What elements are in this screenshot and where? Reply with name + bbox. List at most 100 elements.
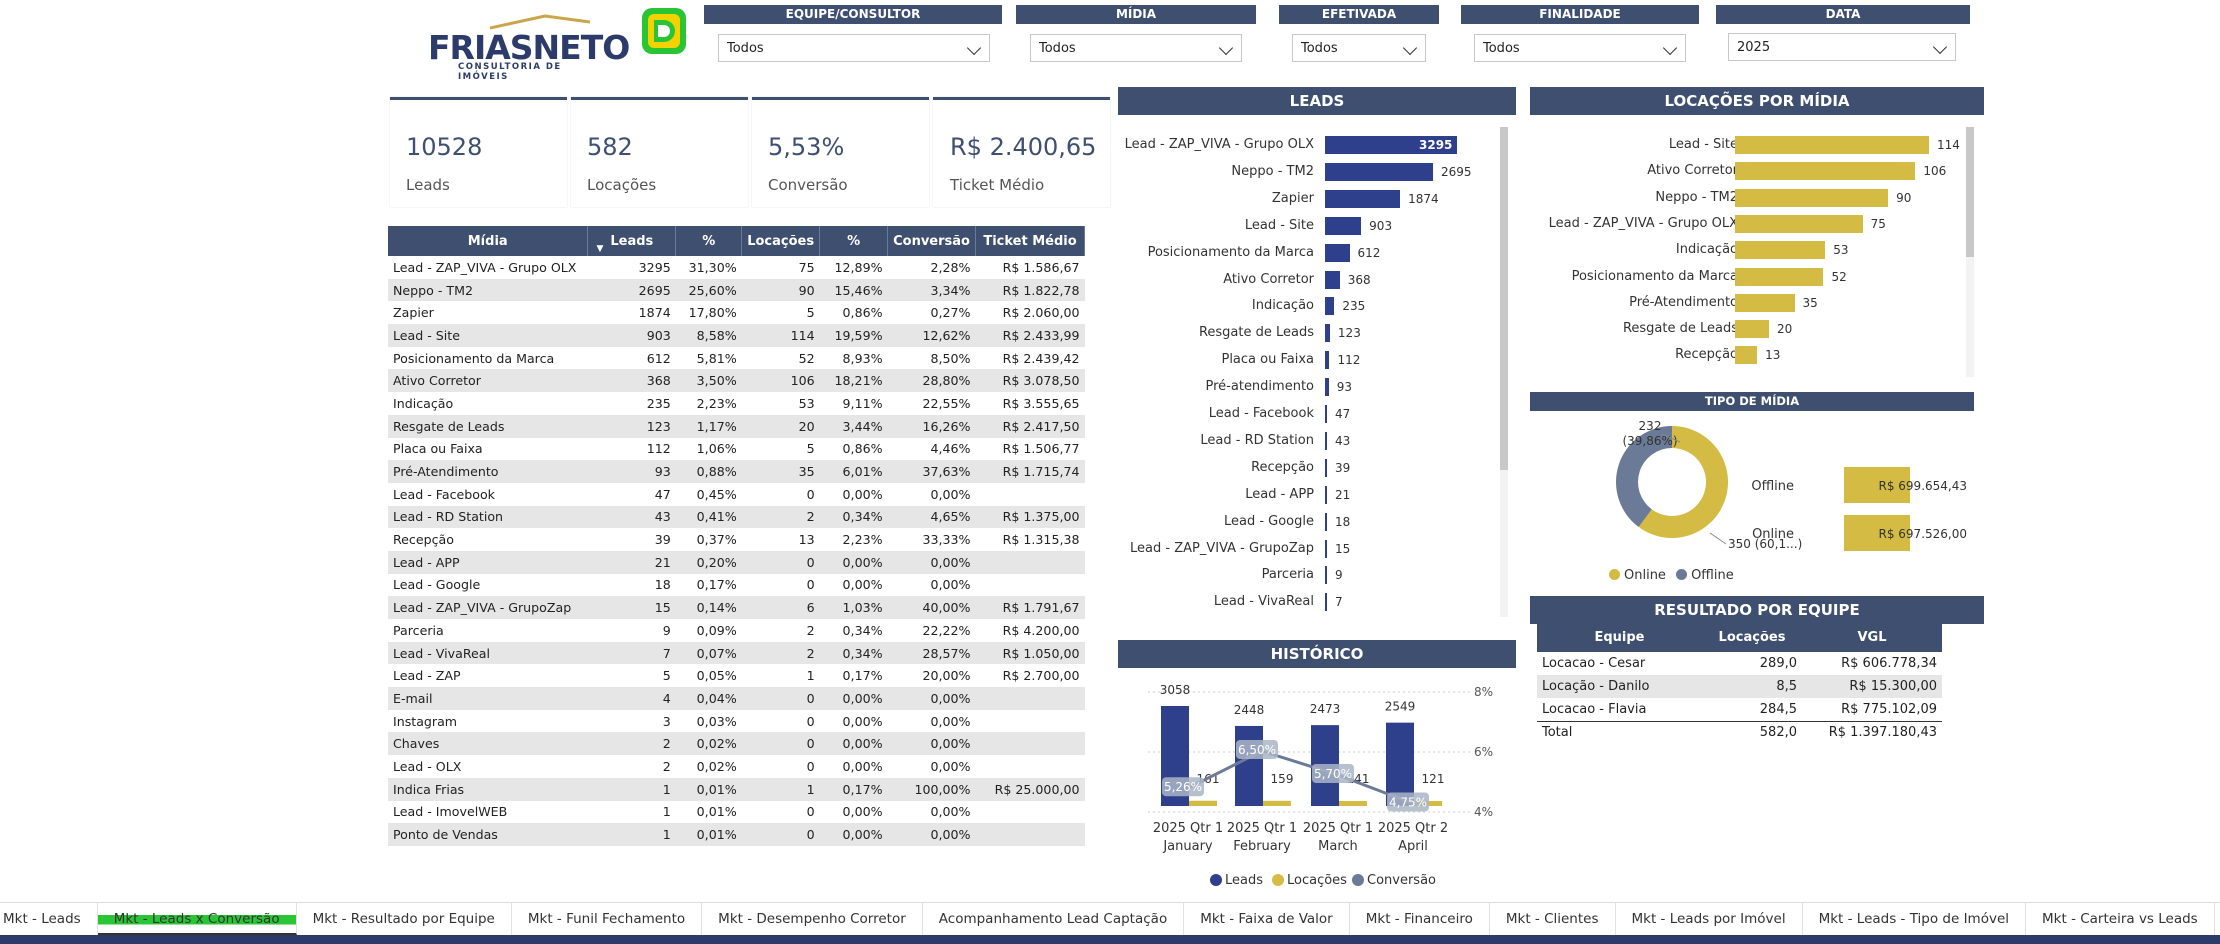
- bar[interactable]: [1325, 485, 1327, 504]
- table-row[interactable]: Lead - Google 18 0,17% 0 0,00% 0,00%: [388, 574, 1085, 597]
- legend-label-leads[interactable]: Leads: [1225, 873, 1263, 888]
- bar[interactable]: [1325, 539, 1327, 558]
- bar[interactable]: [1735, 136, 1929, 154]
- tab-mkt-faixa-de-valor[interactable]: Mkt - Faixa de Valor: [1184, 903, 1350, 935]
- table-row[interactable]: Parceria 9 0,09% 2 0,34% 22,22% R$ 4.200,00: [388, 619, 1085, 642]
- legend-label-locações[interactable]: Locações: [1287, 873, 1347, 888]
- tab-mkt-desempenho-corretor[interactable]: Mkt - Desempenho Corretor: [702, 903, 923, 935]
- table-row[interactable]: Lead - Site 903 8,58% 114 19,59% 12,62% R$ 2.4…: [388, 324, 1085, 347]
- bar[interactable]: [1325, 593, 1327, 612]
- table-row[interactable]: Pré-Atendimento 93 0,88% 35 6,01% 37,63% R$ 1.…: [388, 460, 1085, 483]
- table-row[interactable]: Neppo - TM2 2695 25,60% 90 15,46% 3,34% R$ 1.8…: [388, 278, 1085, 302]
- col-header-ticket-medio[interactable]: Ticket Médio: [975, 226, 1085, 256]
- col-header-leads[interactable]: Leads ▼: [587, 226, 677, 256]
- bar[interactable]: [1325, 351, 1330, 370]
- table-row[interactable]: Locacao - Flavia 284,5 R$ 775.102,09: [1537, 698, 1942, 722]
- line-conversao[interactable]: [1187, 749, 1414, 805]
- tab-mkt-leads-por-im-vel[interactable]: Mkt - Leads por Imóvel: [1616, 903, 1803, 935]
- bar-locacoes[interactable]: [1339, 801, 1367, 806]
- col-header-pct-locacoes[interactable]: %: [819, 226, 889, 256]
- table-row[interactable]: Instagram 3 0,03% 0 0,00% 0,00%: [388, 710, 1085, 733]
- bar[interactable]: [1325, 458, 1327, 477]
- col-header-vgl[interactable]: VGL: [1802, 622, 1942, 652]
- bar[interactable]: [1325, 378, 1329, 397]
- legend-item-offline[interactable]: Offline: [1676, 568, 1734, 583]
- tab-mkt-leads-x-convers-o[interactable]: Mkt - Leads x Conversão: [97, 903, 297, 935]
- bar[interactable]: [1735, 320, 1770, 339]
- legend-item-online[interactable]: Online: [1609, 568, 1666, 583]
- tab-mkt-resultado-por-equipe[interactable]: Mkt - Resultado por Equipe: [297, 903, 512, 935]
- tab-pre-leads[interactable]: Pre - Leads: [2215, 903, 2220, 935]
- bar-label: Lead - VivaReal: [1213, 594, 1314, 610]
- tab-mkt-carteira-vs-leads[interactable]: Mkt - Carteira vs Leads: [2026, 903, 2215, 935]
- bar[interactable]: [1325, 243, 1350, 262]
- bar[interactable]: [1325, 270, 1340, 289]
- col-header-conversao[interactable]: Conversão: [887, 226, 976, 256]
- locacoes-scrollbar-thumb[interactable]: [1966, 127, 1974, 257]
- table-row[interactable]: Indicação 235 2,23% 53 9,11% 22,55% R$ 3.555,6…: [388, 392, 1085, 415]
- table-row[interactable]: Ativo Corretor 368 3,50% 106 18,21% 28,80% R$ …: [388, 369, 1085, 393]
- donut-slice-online[interactable]: [1638, 426, 1728, 538]
- table-row[interactable]: Lead - ZAP 5 0,05% 1 0,17% 20,00% R$ 2.700,00: [388, 664, 1085, 687]
- bar[interactable]: [1735, 214, 1863, 233]
- tab-acompanhamento-lead-capta-o[interactable]: Acompanhamento Lead Captação: [923, 903, 1185, 935]
- bar[interactable]: [1735, 241, 1826, 260]
- donut-slice-offline[interactable]: [1616, 426, 1672, 528]
- midia-dropdown[interactable]: Todos: [1030, 34, 1242, 62]
- bar-leads[interactable]: [1235, 725, 1263, 806]
- bar[interactable]: [1735, 293, 1795, 312]
- tab-mkt-funil-fechamento[interactable]: Mkt - Funil Fechamento: [512, 903, 703, 935]
- bar-locacoes[interactable]: [1263, 800, 1291, 806]
- table-row[interactable]: Lead - APP 21 0,20% 0 0,00% 0,00%: [388, 550, 1085, 574]
- bar[interactable]: [1325, 189, 1401, 208]
- data-dropdown[interactable]: 2025: [1728, 33, 1956, 61]
- tab-mkt-leads[interactable]: Mkt - Leads: [0, 903, 98, 935]
- tab-mkt-leads-tipo-de-im-vel[interactable]: Mkt - Leads - Tipo de Imóvel: [1803, 903, 2027, 935]
- table-row[interactable]: Locacao - Cesar 289,0 R$ 606.778,34: [1537, 652, 1942, 675]
- bar[interactable]: [1735, 346, 1758, 365]
- bar[interactable]: [1735, 267, 1824, 286]
- bar[interactable]: [1325, 431, 1327, 450]
- legend-label-conversão[interactable]: Conversão: [1367, 873, 1436, 888]
- table-row[interactable]: Placa ou Faixa 112 1,06% 5 0,86% 4,46% R$ 1.50…: [388, 438, 1085, 461]
- table-row[interactable]: Ponto de Vendas 1 0,01% 0 0,00% 0,00%: [388, 823, 1085, 846]
- col-header-midia[interactable]: Mídia: [388, 226, 589, 256]
- table-row[interactable]: E-mail 4 0,04% 0 0,00% 0,00%: [388, 687, 1085, 710]
- table-row[interactable]: Lead - OLX 2 0,02% 0 0,00% 0,00%: [388, 755, 1085, 778]
- bar-locacoes[interactable]: [1189, 800, 1217, 806]
- table-row[interactable]: Chaves 2 0,02% 0 0,00% 0,00%: [388, 732, 1085, 756]
- efetivada-dropdown[interactable]: Todos: [1292, 34, 1426, 62]
- table-row[interactable]: Resgate de Leads 123 1,17% 20 3,44% 16,26% R$ …: [388, 414, 1085, 438]
- col-header-pct-leads[interactable]: %: [675, 226, 743, 256]
- bar[interactable]: [1325, 324, 1330, 343]
- table-row[interactable]: Recepção 39 0,37% 13 2,23% 33,33% R$ 1.315,38: [388, 528, 1085, 551]
- table-row[interactable]: Indica Frias 1 0,01% 1 0,17% 100,00% R$ 25.000…: [388, 777, 1085, 801]
- table-row[interactable]: Lead - RD Station 43 0,41% 2 0,34% 4,65% R$ 1.…: [388, 505, 1085, 529]
- table-row[interactable]: Lead - ZAP_VIVA - Grupo OLX 3295 31,30% 75 1…: [388, 256, 1085, 279]
- tab-mkt-clientes[interactable]: Mkt - Clientes: [1490, 903, 1616, 935]
- col-header-locacoes[interactable]: Locações: [1702, 622, 1802, 652]
- bar-leads[interactable]: [1386, 722, 1414, 806]
- col-header-equipe[interactable]: Equipe: [1537, 622, 1702, 652]
- table-row[interactable]: Zapier 1874 17,80% 5 0,86% 0,27% R$ 2.060,00: [388, 301, 1085, 324]
- bar[interactable]: [1325, 405, 1327, 423]
- bar[interactable]: [1325, 512, 1327, 531]
- table-row[interactable]: Lead - VivaReal 7 0,07% 2 0,34% 28,57% R$ 1.05…: [388, 641, 1085, 665]
- bar[interactable]: [1325, 162, 1433, 181]
- bar[interactable]: [1325, 216, 1362, 235]
- equipe-dropdown[interactable]: Todos: [718, 34, 990, 62]
- col-header-locacoes[interactable]: Locações: [741, 226, 821, 256]
- bar[interactable]: [1325, 566, 1327, 585]
- bar[interactable]: [1325, 136, 1457, 154]
- bar[interactable]: [1735, 188, 1889, 207]
- table-row[interactable]: Lead - ImovelWEB 1 0,01% 0 0,00% 0,00%: [388, 801, 1085, 824]
- finalidade-dropdown[interactable]: Todos: [1474, 34, 1686, 62]
- table-row[interactable]: Lead - Facebook 47 0,45% 0 0,00% 0,00%: [388, 483, 1085, 506]
- leads-scrollbar-thumb[interactable]: [1500, 127, 1508, 470]
- table-row[interactable]: Posicionamento da Marca 612 5,81% 52 8,93% 8,…: [388, 347, 1085, 370]
- bar[interactable]: [1325, 297, 1335, 316]
- table-row[interactable]: Lead - ZAP_VIVA - GrupoZap 15 0,14% 6 1,03% 4…: [388, 596, 1085, 619]
- table-row[interactable]: Locação - Danilo 8,5 R$ 15.300,00: [1537, 675, 1942, 698]
- tab-mkt-financeiro[interactable]: Mkt - Financeiro: [1350, 903, 1490, 935]
- bar[interactable]: [1735, 162, 1916, 181]
